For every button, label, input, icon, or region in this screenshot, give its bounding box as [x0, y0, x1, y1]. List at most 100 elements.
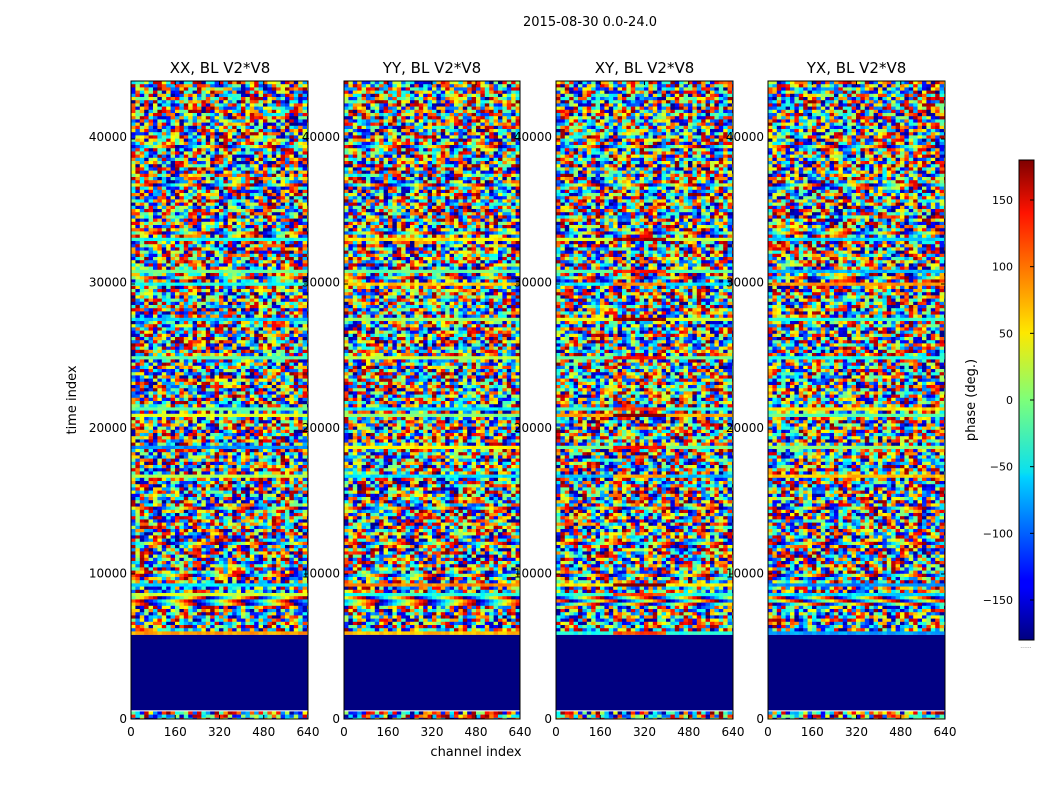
heatmap-cell	[263, 292, 268, 296]
heatmap-cell	[241, 337, 246, 341]
heatmap-cell	[166, 327, 171, 331]
heatmap-cell	[157, 123, 162, 127]
heatmap-cell	[263, 340, 268, 344]
heatmap-cell	[285, 343, 290, 347]
heatmap-cell	[153, 164, 158, 168]
heatmap-cell	[254, 87, 259, 91]
heatmap-cell	[289, 459, 294, 463]
heatmap-cell	[232, 91, 237, 95]
heatmap-cell	[171, 347, 176, 351]
heatmap-cell	[206, 260, 211, 264]
heatmap-cell	[303, 167, 308, 171]
heatmap-cell	[276, 302, 281, 306]
heatmap-cell	[298, 225, 303, 229]
heatmap-cell	[263, 395, 268, 399]
heatmap-cell	[215, 468, 220, 472]
heatmap-cell	[157, 459, 162, 463]
heatmap-cell	[193, 209, 198, 213]
heatmap-cell	[303, 113, 308, 117]
heatmap-cell	[184, 270, 189, 274]
heatmap-cell	[197, 279, 202, 283]
heatmap-cell	[303, 209, 308, 213]
heatmap-cell	[223, 379, 228, 383]
heatmap-cell	[245, 235, 250, 239]
heatmap-cell	[250, 260, 255, 264]
heatmap-cell	[219, 158, 224, 162]
heatmap-cell	[281, 350, 286, 354]
heatmap-cell	[281, 423, 286, 427]
heatmap-cell	[259, 190, 264, 194]
heatmap-cell	[206, 395, 211, 399]
heatmap-cell	[276, 462, 281, 466]
heatmap-cell	[149, 164, 154, 168]
heatmap-cell	[219, 462, 224, 466]
heatmap-cell	[263, 123, 268, 127]
heatmap-cell	[197, 81, 202, 85]
heatmap-cell	[298, 334, 303, 338]
heatmap-cell	[298, 449, 303, 453]
heatmap-cell	[263, 158, 268, 162]
heatmap-cell	[144, 391, 149, 395]
heatmap-cell	[171, 199, 176, 203]
heatmap-cell	[289, 398, 294, 402]
heatmap-cell	[188, 321, 193, 325]
heatmap-cell	[276, 391, 281, 395]
heatmap-cell	[153, 100, 158, 104]
heatmap-cell	[303, 356, 308, 360]
heatmap-cell	[131, 459, 136, 463]
heatmap-cell	[215, 439, 220, 443]
heatmap-cell	[228, 350, 233, 354]
heatmap-cell	[237, 87, 242, 91]
heatmap-cell	[272, 180, 277, 184]
heatmap-cell	[144, 420, 149, 424]
heatmap-cell	[206, 103, 211, 107]
heatmap-cell	[135, 446, 140, 450]
heatmap-cell	[289, 148, 294, 152]
heatmap-cell	[232, 446, 237, 450]
heatmap-cell	[241, 305, 246, 309]
heatmap-cell	[267, 254, 272, 257]
heatmap-cell	[228, 459, 233, 463]
heatmap-cell	[179, 286, 184, 290]
heatmap-cell	[166, 215, 171, 219]
heatmap-cell	[241, 91, 246, 95]
heatmap-cell	[157, 334, 162, 338]
heatmap-cell	[153, 359, 158, 363]
heatmap-cell	[201, 113, 206, 117]
heatmap-cell	[281, 183, 286, 187]
heatmap-cell	[210, 126, 215, 130]
heatmap-cell	[289, 193, 294, 197]
heatmap-cell	[210, 398, 215, 402]
heatmap-cell	[201, 318, 206, 322]
heatmap-cell	[157, 308, 162, 312]
heatmap-cell	[276, 311, 281, 315]
heatmap-cell	[149, 91, 154, 95]
heatmap-cell	[289, 292, 294, 296]
heatmap-cell	[140, 385, 145, 389]
heatmap-cell	[241, 155, 246, 159]
heatmap-cell	[197, 439, 202, 443]
heatmap-cell	[276, 417, 281, 421]
heatmap-cell	[219, 459, 224, 463]
heatmap-cell	[298, 251, 303, 255]
heatmap-cell	[210, 465, 215, 469]
heatmap-cell	[197, 311, 202, 315]
heatmap-cell	[135, 187, 140, 191]
heatmap-cell	[162, 369, 167, 373]
heatmap-cell	[140, 81, 145, 85]
heatmap-cell	[272, 411, 277, 415]
heatmap-cell	[153, 113, 158, 117]
heatmap-cell	[250, 171, 255, 175]
heatmap-cell	[166, 155, 171, 159]
heatmap-cell	[285, 286, 290, 290]
heatmap-cell	[267, 308, 272, 312]
heatmap-cell	[140, 427, 145, 431]
heatmap-cell	[135, 340, 140, 344]
heatmap-cell	[162, 113, 167, 117]
heatmap-cell	[184, 430, 189, 434]
heatmap-cell	[285, 382, 290, 386]
heatmap-cell	[131, 91, 136, 95]
heatmap-cell	[197, 318, 202, 322]
heatmap-cell	[144, 190, 149, 194]
heatmap-cell	[303, 388, 308, 392]
